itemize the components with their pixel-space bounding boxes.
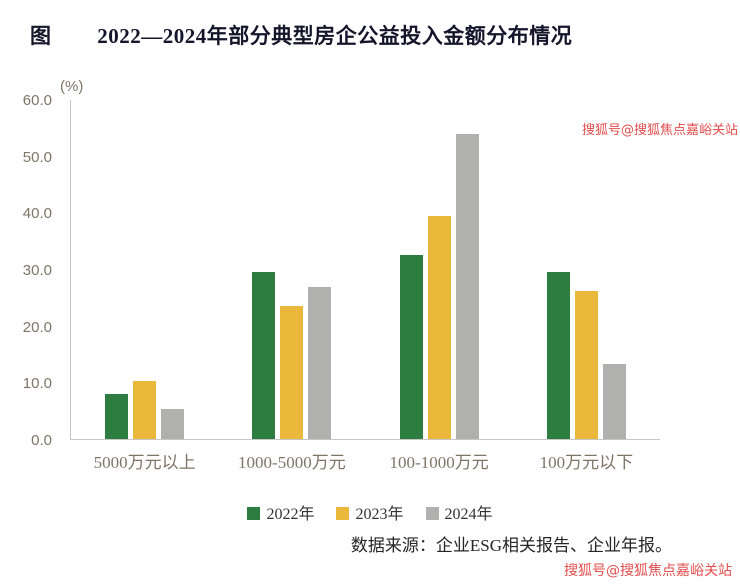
- legend-item: 2022年: [247, 506, 314, 523]
- bar-group: 100-1000万元: [390, 100, 489, 472]
- header: 图 2022—2024年部分典型房企公益投入金额分布情况: [30, 20, 572, 50]
- legend: 2022年 2023年 2024年: [0, 500, 740, 524]
- watermark-top: 搜狐号@搜狐焦点嘉峪关站: [581, 123, 738, 138]
- bar-2022年: [252, 271, 276, 439]
- bar-2022年: [105, 394, 129, 439]
- x-category-label: 1000-5000万元: [238, 453, 346, 472]
- bar-chart: 0.0 10.0 20.0 30.0 40.0 50.0 60.0 5000万元以上 1000…: [23, 92, 660, 472]
- y-tick-label: 60.0: [22, 92, 52, 109]
- bar-2024年: [455, 133, 479, 439]
- y-tick-label: 20.0: [22, 318, 52, 336]
- figure-label: 图: [30, 24, 52, 48]
- y-tick-label: 30.0: [22, 262, 52, 279]
- legend-item: 2023年: [336, 506, 404, 523]
- plot-area: 5000万元以上 1000-5000万元 100-1000万元 100万元以下: [70, 100, 660, 472]
- page-title: 2022—2024年部分典型房企公益投入金额分布情况: [97, 24, 573, 48]
- x-category-label: 100-1000万元: [389, 453, 489, 472]
- x-category-label: 5000万元以上: [93, 453, 196, 472]
- bar-group: 5000万元以上: [94, 100, 196, 472]
- watermark-bottom: 搜狐号@搜狐焦点嘉峪关站: [564, 563, 732, 579]
- y-tick-label: 40.0: [22, 205, 52, 223]
- bar-2024年: [602, 363, 626, 439]
- legend-label: 2023年: [355, 506, 404, 523]
- y-tick-label: 50.0: [22, 148, 52, 166]
- bar-2024年: [161, 409, 185, 439]
- bar-2023年: [427, 215, 451, 439]
- y-tick-label: 0.0: [31, 432, 52, 449]
- bar-2022年: [546, 271, 570, 439]
- y-axis-unit-label: (%): [60, 78, 84, 95]
- bar-2023年: [574, 290, 598, 439]
- legend-swatch: [425, 507, 439, 520]
- legend-label: 2024年: [444, 506, 493, 523]
- legend-swatch: [336, 507, 350, 520]
- legend-item: 2024年: [425, 506, 493, 523]
- x-category-label: 100万元以下: [539, 453, 634, 472]
- bar-group: 100万元以下: [540, 100, 633, 472]
- data-source: 数据来源：企业ESG相关报告、企业年报。: [350, 536, 672, 555]
- y-tick-label: 10.0: [22, 375, 52, 393]
- bar-2024年: [308, 287, 332, 439]
- y-axis: 0.0 10.0 20.0 30.0 40.0 50.0 60.0: [0, 92, 62, 449]
- bar-2023年: [280, 305, 304, 439]
- bar-group: 1000-5000万元: [238, 100, 346, 472]
- bar-2022年: [399, 255, 423, 439]
- bar-2023年: [133, 380, 157, 439]
- legend-label: 2022年: [266, 506, 315, 523]
- legend-swatch: [247, 507, 261, 520]
